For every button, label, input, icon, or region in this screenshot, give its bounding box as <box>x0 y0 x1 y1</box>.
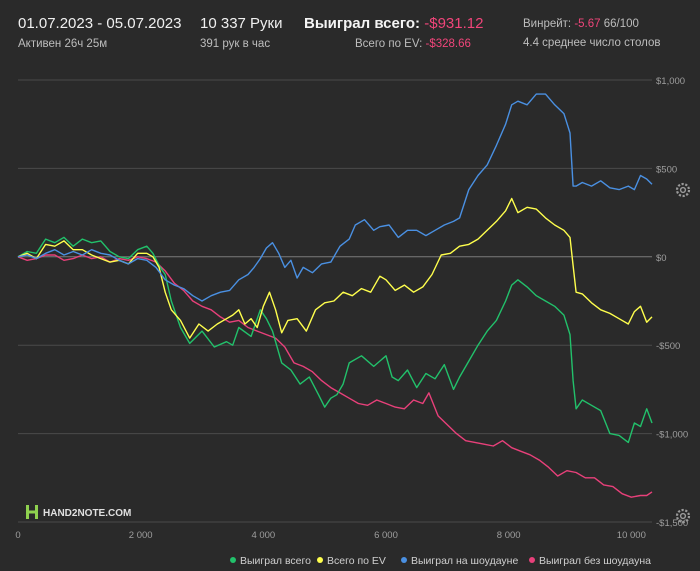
winrate: Винрейт: -5.67 66/100 <box>523 18 639 30</box>
total-won-value: -$931.12 <box>424 15 484 32</box>
legend-item[interactable]: Выиграл без шоудауна <box>529 555 651 567</box>
legend-item[interactable]: Всего по EV <box>317 555 386 567</box>
x-tick-label: 2 000 <box>129 530 153 541</box>
legend-marker <box>230 557 236 563</box>
series-line-3 <box>17 254 653 498</box>
legend-label: Выиграл всего <box>240 555 311 567</box>
y-tick-label: -$500 <box>656 341 680 352</box>
total-won-label: Выиграл всего: <box>304 15 421 32</box>
y-tick-label: -$1,500 <box>656 518 688 529</box>
legend-label: Выиграл на шоудауне <box>411 555 518 567</box>
grid-layer <box>18 79 652 523</box>
gear-icon[interactable] <box>675 508 691 524</box>
series-layer <box>17 93 653 498</box>
y-tick-label: $1,000 <box>656 76 685 87</box>
legend-item[interactable]: Выиграл на шоудауне <box>401 555 518 567</box>
hand2note-logo: HAND2NOTE.COM <box>26 505 131 519</box>
series-line-1 <box>17 197 653 339</box>
legend-item[interactable]: Выиграл всего <box>230 555 311 567</box>
date-range[interactable]: 01.07.2023 - 05.07.2023 <box>18 15 182 32</box>
y-tick-label: $0 <box>656 253 667 264</box>
y-axis-ticks: $1,000 $500 $0 -$500 -$1,000 -$1,500 <box>656 76 688 529</box>
y-tick-label: -$1,000 <box>656 430 688 441</box>
legend-marker <box>529 557 535 563</box>
results-chart: $1,000 $500 $0 -$500 -$1,000 -$1,500 0 2 000 4 … <box>15 76 691 567</box>
hands-count: 10 337 Руки <box>200 15 283 32</box>
winrate-value: -5.67 <box>574 18 601 30</box>
total-ev: Всего по EV: -$328.66 <box>355 38 471 50</box>
x-tick-label: 6 000 <box>374 530 398 541</box>
total-won: Выиграл всего: -$931.12 <box>304 15 483 32</box>
legend-label: Выиграл без шоудауна <box>539 555 651 567</box>
series-line-0 <box>17 236 653 444</box>
series-line-2 <box>17 93 653 302</box>
legend-marker <box>317 557 323 563</box>
x-tick-label: 4 000 <box>251 530 275 541</box>
winrate-label: Винрейт: <box>523 18 572 30</box>
x-axis-ticks: 0 2 000 4 000 6 000 8 000 10 000 <box>15 530 646 541</box>
hand2note-logo-icon <box>26 505 38 519</box>
gear-icon[interactable] <box>675 182 691 198</box>
summary-header: 01.07.2023 - 05.07.2023 Активен 26ч 25м … <box>0 0 700 60</box>
hands-per-hour: 391 рук в час <box>200 38 271 50</box>
chart-area: $1,000 $500 $0 -$500 -$1,000 -$1,500 0 2 000 4 … <box>0 60 700 571</box>
total-ev-value: -$328.66 <box>425 38 471 50</box>
total-ev-label: Всего по EV: <box>355 38 423 50</box>
avg-tables: 4.4 среднее число столов <box>523 37 661 49</box>
active-time: Активен 26ч 25м <box>18 38 108 50</box>
x-tick-label: 8 000 <box>497 530 521 541</box>
y-tick-label: $500 <box>656 164 677 175</box>
legend-label: Всего по EV <box>327 555 386 567</box>
winrate-unit: 66/100 <box>603 18 639 30</box>
hand2note-logo-text: HAND2NOTE.COM <box>43 508 131 519</box>
x-tick-label: 0 <box>15 530 20 541</box>
legend: Выиграл всего Всего по EV Выиграл на шоуда… <box>230 555 651 567</box>
x-tick-label: 10 000 <box>617 530 646 541</box>
legend-marker <box>401 557 407 563</box>
